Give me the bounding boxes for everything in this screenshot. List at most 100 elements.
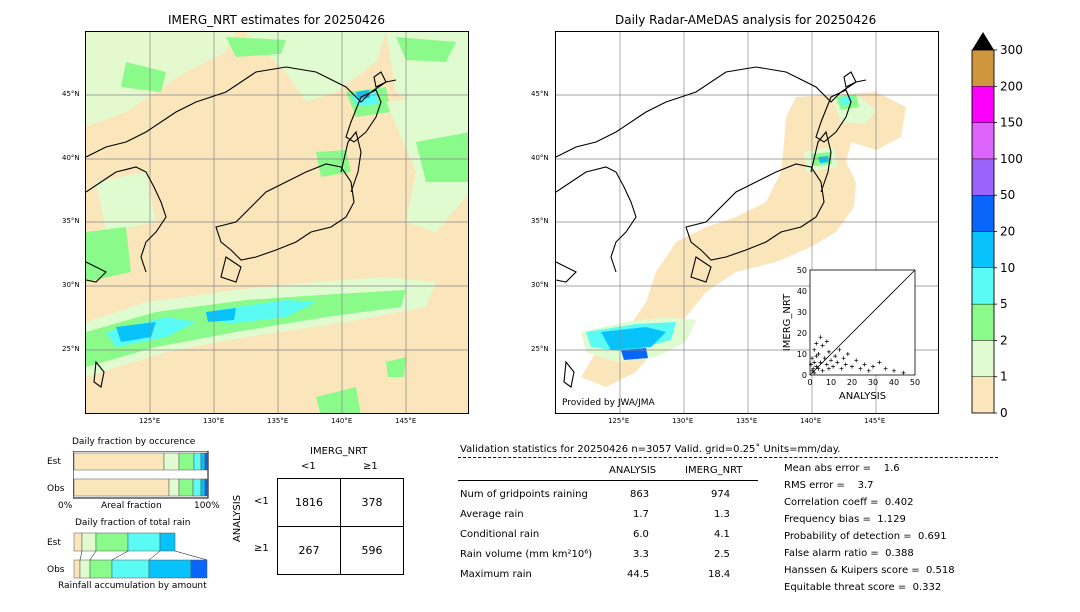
accumulation-xlabel: Rainfall accumulation by amount [58,581,207,591]
right-lat-label-40: 40°N [531,154,549,162]
stat-analysis-volume: 3.3 [633,549,649,560]
data-credit: Provided by JWA/JMA [562,398,655,408]
stat-label-gridpoints: Num of gridpoints raining [460,489,588,500]
left-map [85,31,469,414]
stat-label-max: Maximum rain [460,569,532,580]
scatter-ytick: 50 [797,266,807,275]
left-lon-label-135: 135°E [267,417,289,425]
validation-table-rule [458,480,758,481]
contingency-ylabel: ANALYSIS [232,494,244,543]
scatter-point [818,335,823,340]
occurrence-est-label: Est [47,457,61,467]
scatter-xlabel: ANALYSIS [839,391,886,402]
colorbar-segment [971,49,995,87]
score-frequency-bias: Frequency bias = 1.129 [784,514,906,525]
scatter-point [858,366,863,371]
scatter-point [816,366,821,371]
right-lon-label-125: 125°E [608,417,630,425]
stat-analysis-max: 44.5 [627,569,650,580]
right-lat-label-30: 30°N [531,281,549,289]
left-lon-label-140: 140°E [331,417,353,425]
scatter-point [814,364,819,369]
left-lat-label-40: 40°N [62,154,80,162]
stat-analysis-conditional: 6.0 [633,529,649,540]
score-ets: Equitable threat score = 0.332 [784,582,942,593]
scatter-ytick: 10 [797,350,807,359]
left-map-canvas [86,32,468,413]
scatter-point [822,356,827,361]
right-lat-label-35: 35°N [531,217,549,225]
scatter-point [820,368,825,373]
scatter-ylabel: IMERG_NRT [782,293,793,351]
scatter-diagonal [809,269,916,376]
accumulation-obs-bar [73,559,208,579]
colorbar-tick-label: 150 [1000,116,1023,130]
validation-divider [458,457,998,458]
contingency-cell-lt-lt: 1816 [277,478,341,527]
validation-col-analysis: ANALYSIS [609,465,657,476]
contingency-title: IMERG_NRT [310,446,368,457]
scatter-point [901,370,906,375]
right-map-coastline [556,66,867,388]
colorbar-tick-label: 2 [1000,333,1008,347]
right-lon-label-130: 130°E [672,417,694,425]
occurrence-obs-bar [73,478,208,497]
colorbar-tick-label: 50 [1000,188,1015,202]
contingency-row-lt: <1 [254,496,269,507]
stat-analysis-gridpoints: 863 [630,489,650,500]
accumulation-est-label: Est [47,538,61,548]
scatter-ytick: 30 [797,308,807,317]
stat-label-average: Average rain [460,509,524,520]
scatter-inset: 0 10 20 30 40 50 0 10 20 30 40 50 ANALYSIS IMERG_NRT [782,266,920,402]
scatter-point [839,366,844,371]
scatter-point [835,360,840,365]
scatter-point [892,368,896,373]
colorbar-tick-label: 1 [1000,370,1008,384]
colorbar-tick-label: 10 [1000,261,1015,275]
colorbar-tick-label: 200 [1000,79,1023,93]
contingency-col-ge: ≥1 [363,461,378,472]
scatter-point [812,370,817,375]
scatter-xtick: 50 [910,378,920,387]
occurrence-bars [73,451,209,499]
colorbar-segment [971,231,995,268]
left-lat-label-35: 35°N [62,217,80,225]
scatter-point [814,341,819,346]
scatter-point [814,354,819,359]
occurrence-est-bar [73,452,208,471]
right-map-canvas [556,32,938,413]
accumulation-obs-label: Obs [47,565,65,575]
accumulation-bars [73,532,208,579]
colorbar-segment [971,122,995,160]
left-lon-label-125: 125°E [139,417,161,425]
scatter-xtick: 20 [847,378,857,387]
scatter-point [871,364,875,369]
validation-col-imerg: IMERG_NRT [685,465,743,476]
scatter-point [831,364,836,369]
occurrence-axis-mid: Areal fraction [101,501,162,511]
stat-imerg-volume: 2.5 [714,549,730,560]
left-map-rain-field [86,32,468,413]
scatter-point [854,358,859,363]
scatter-point [824,362,829,367]
colorbar-segment [971,340,995,377]
validation-header: Validation statistics for 20250426 n=305… [460,444,841,455]
scatter-point [833,354,838,359]
right-lat-label-45: 45°N [531,90,549,98]
scatter-point [810,368,815,373]
left-lat-label-45: 45°N [62,90,80,98]
colorbar-segment [971,86,995,123]
scatter-point [826,366,831,371]
contingency-col-lt: <1 [301,461,316,472]
contingency-cell-lt-ge: 378 [340,478,404,527]
scatter-point [877,360,882,365]
scatter-point [826,349,831,354]
occurrence-axis-right: 100% [194,501,220,511]
colorbar-tick-label: 20 [1000,225,1015,239]
scatter-point [883,366,888,371]
right-map-title: Daily Radar-AMeDAS analysis for 20250426 [615,13,877,27]
scatter-point [843,362,848,367]
score-far: False alarm ratio = 0.388 [784,548,914,559]
scatter-point [829,358,833,363]
